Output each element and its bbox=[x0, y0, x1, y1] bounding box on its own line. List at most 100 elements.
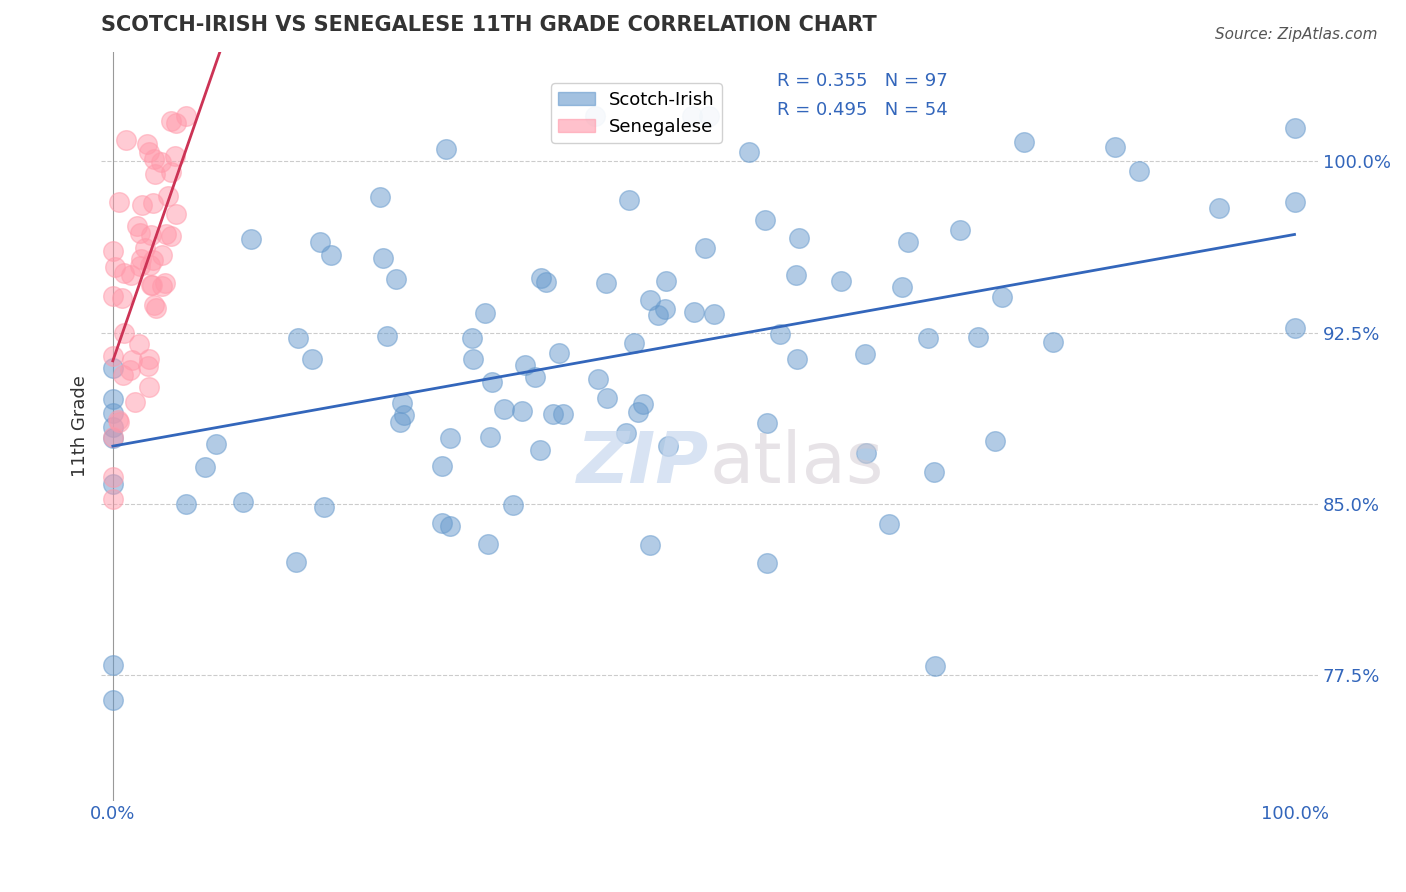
Scotch-Irish bbox=[1042, 334, 1064, 349]
Senegalese bbox=[141, 278, 163, 293]
Senegalese bbox=[118, 362, 141, 376]
Scotch-Irish bbox=[479, 430, 502, 444]
Scotch-Irish bbox=[877, 516, 900, 531]
Senegalese bbox=[143, 298, 166, 312]
Senegalese bbox=[139, 278, 162, 293]
Scotch-Irish bbox=[101, 392, 124, 407]
Scotch-Irish bbox=[619, 193, 641, 207]
Scotch-Irish bbox=[697, 109, 720, 123]
Scotch-Irish bbox=[101, 692, 124, 706]
Senegalese bbox=[143, 167, 166, 181]
Scotch-Irish bbox=[494, 402, 516, 417]
Text: R = 0.355   N = 97: R = 0.355 N = 97 bbox=[776, 71, 948, 89]
Scotch-Irish bbox=[769, 326, 792, 341]
Scotch-Irish bbox=[240, 232, 263, 246]
Scotch-Irish bbox=[391, 396, 413, 410]
Scotch-Irish bbox=[1208, 201, 1230, 215]
Senegalese bbox=[135, 137, 157, 152]
Scotch-Irish bbox=[655, 274, 678, 288]
Senegalese bbox=[101, 349, 124, 363]
Senegalese bbox=[159, 165, 181, 179]
Scotch-Irish bbox=[287, 331, 309, 345]
Scotch-Irish bbox=[530, 271, 553, 285]
Scotch-Irish bbox=[534, 275, 557, 289]
Scotch-Irish bbox=[855, 445, 877, 459]
Senegalese bbox=[150, 247, 173, 261]
Scotch-Irish bbox=[786, 352, 808, 367]
Senegalese bbox=[101, 430, 124, 444]
Scotch-Irish bbox=[319, 248, 342, 262]
Scotch-Irish bbox=[830, 274, 852, 288]
Senegalese bbox=[101, 492, 124, 507]
Scotch-Irish bbox=[897, 235, 920, 250]
Scotch-Irish bbox=[703, 307, 725, 321]
Senegalese bbox=[139, 227, 162, 242]
Scotch-Irish bbox=[583, 109, 606, 123]
Scotch-Irish bbox=[586, 372, 609, 386]
Scotch-Irish bbox=[388, 416, 411, 430]
Senegalese bbox=[165, 149, 187, 163]
Scotch-Irish bbox=[232, 495, 254, 509]
Scotch-Irish bbox=[194, 459, 217, 474]
Scotch-Irish bbox=[647, 308, 669, 322]
Senegalese bbox=[108, 195, 131, 210]
Scotch-Irish bbox=[924, 659, 946, 673]
Senegalese bbox=[110, 291, 132, 305]
Scotch-Irish bbox=[284, 555, 307, 569]
Senegalese bbox=[138, 351, 160, 366]
Scotch-Irish bbox=[385, 271, 408, 285]
Scotch-Irish bbox=[101, 658, 124, 673]
Scotch-Irish bbox=[101, 360, 124, 375]
Scotch-Irish bbox=[654, 301, 676, 316]
Text: SCOTCH-IRISH VS SENEGALESE 11TH GRADE CORRELATION CHART: SCOTCH-IRISH VS SENEGALESE 11TH GRADE CO… bbox=[101, 15, 877, 35]
Senegalese bbox=[131, 252, 153, 266]
Senegalese bbox=[165, 116, 187, 130]
Scotch-Irish bbox=[529, 442, 551, 457]
Senegalese bbox=[150, 279, 173, 293]
Text: atlas: atlas bbox=[710, 429, 884, 498]
Scotch-Irish bbox=[510, 404, 533, 418]
Scotch-Irish bbox=[683, 305, 706, 319]
Senegalese bbox=[101, 469, 124, 483]
Senegalese bbox=[120, 268, 142, 283]
Scotch-Irish bbox=[657, 438, 679, 452]
Scotch-Irish bbox=[543, 407, 565, 421]
Scotch-Irish bbox=[312, 500, 335, 515]
Senegalese bbox=[174, 109, 197, 123]
Y-axis label: 11th Grade: 11th Grade bbox=[72, 376, 89, 477]
Senegalese bbox=[114, 266, 136, 280]
Scotch-Irish bbox=[917, 331, 939, 345]
Scotch-Irish bbox=[991, 290, 1014, 304]
Text: R = 0.495   N = 54: R = 0.495 N = 54 bbox=[776, 102, 948, 120]
Senegalese bbox=[128, 226, 150, 240]
Scotch-Irish bbox=[101, 420, 124, 434]
Scotch-Irish bbox=[1104, 140, 1126, 154]
Scotch-Irish bbox=[738, 145, 761, 160]
Scotch-Irish bbox=[595, 391, 617, 405]
Senegalese bbox=[153, 277, 176, 291]
Scotch-Irish bbox=[1284, 120, 1306, 135]
Scotch-Irish bbox=[434, 143, 457, 157]
Scotch-Irish bbox=[548, 346, 571, 360]
Senegalese bbox=[112, 326, 135, 340]
Scotch-Irish bbox=[1128, 164, 1150, 178]
Senegalese bbox=[142, 253, 165, 268]
Scotch-Irish bbox=[638, 538, 661, 552]
Scotch-Irish bbox=[785, 268, 807, 283]
Scotch-Irish bbox=[949, 223, 972, 237]
Legend: Scotch-Irish, Senegalese: Scotch-Irish, Senegalese bbox=[551, 83, 721, 143]
Scotch-Irish bbox=[631, 396, 654, 410]
Senegalese bbox=[134, 241, 156, 255]
Scotch-Irish bbox=[756, 556, 779, 570]
Text: Source: ZipAtlas.com: Source: ZipAtlas.com bbox=[1215, 27, 1378, 42]
Scotch-Irish bbox=[439, 432, 461, 446]
Scotch-Irish bbox=[754, 212, 776, 227]
Senegalese bbox=[104, 260, 127, 274]
Scotch-Irish bbox=[430, 516, 453, 531]
Scotch-Irish bbox=[308, 235, 330, 250]
Senegalese bbox=[150, 154, 173, 169]
Senegalese bbox=[157, 189, 180, 203]
Senegalese bbox=[101, 289, 124, 303]
Scotch-Irish bbox=[463, 352, 485, 367]
Scotch-Irish bbox=[891, 279, 914, 293]
